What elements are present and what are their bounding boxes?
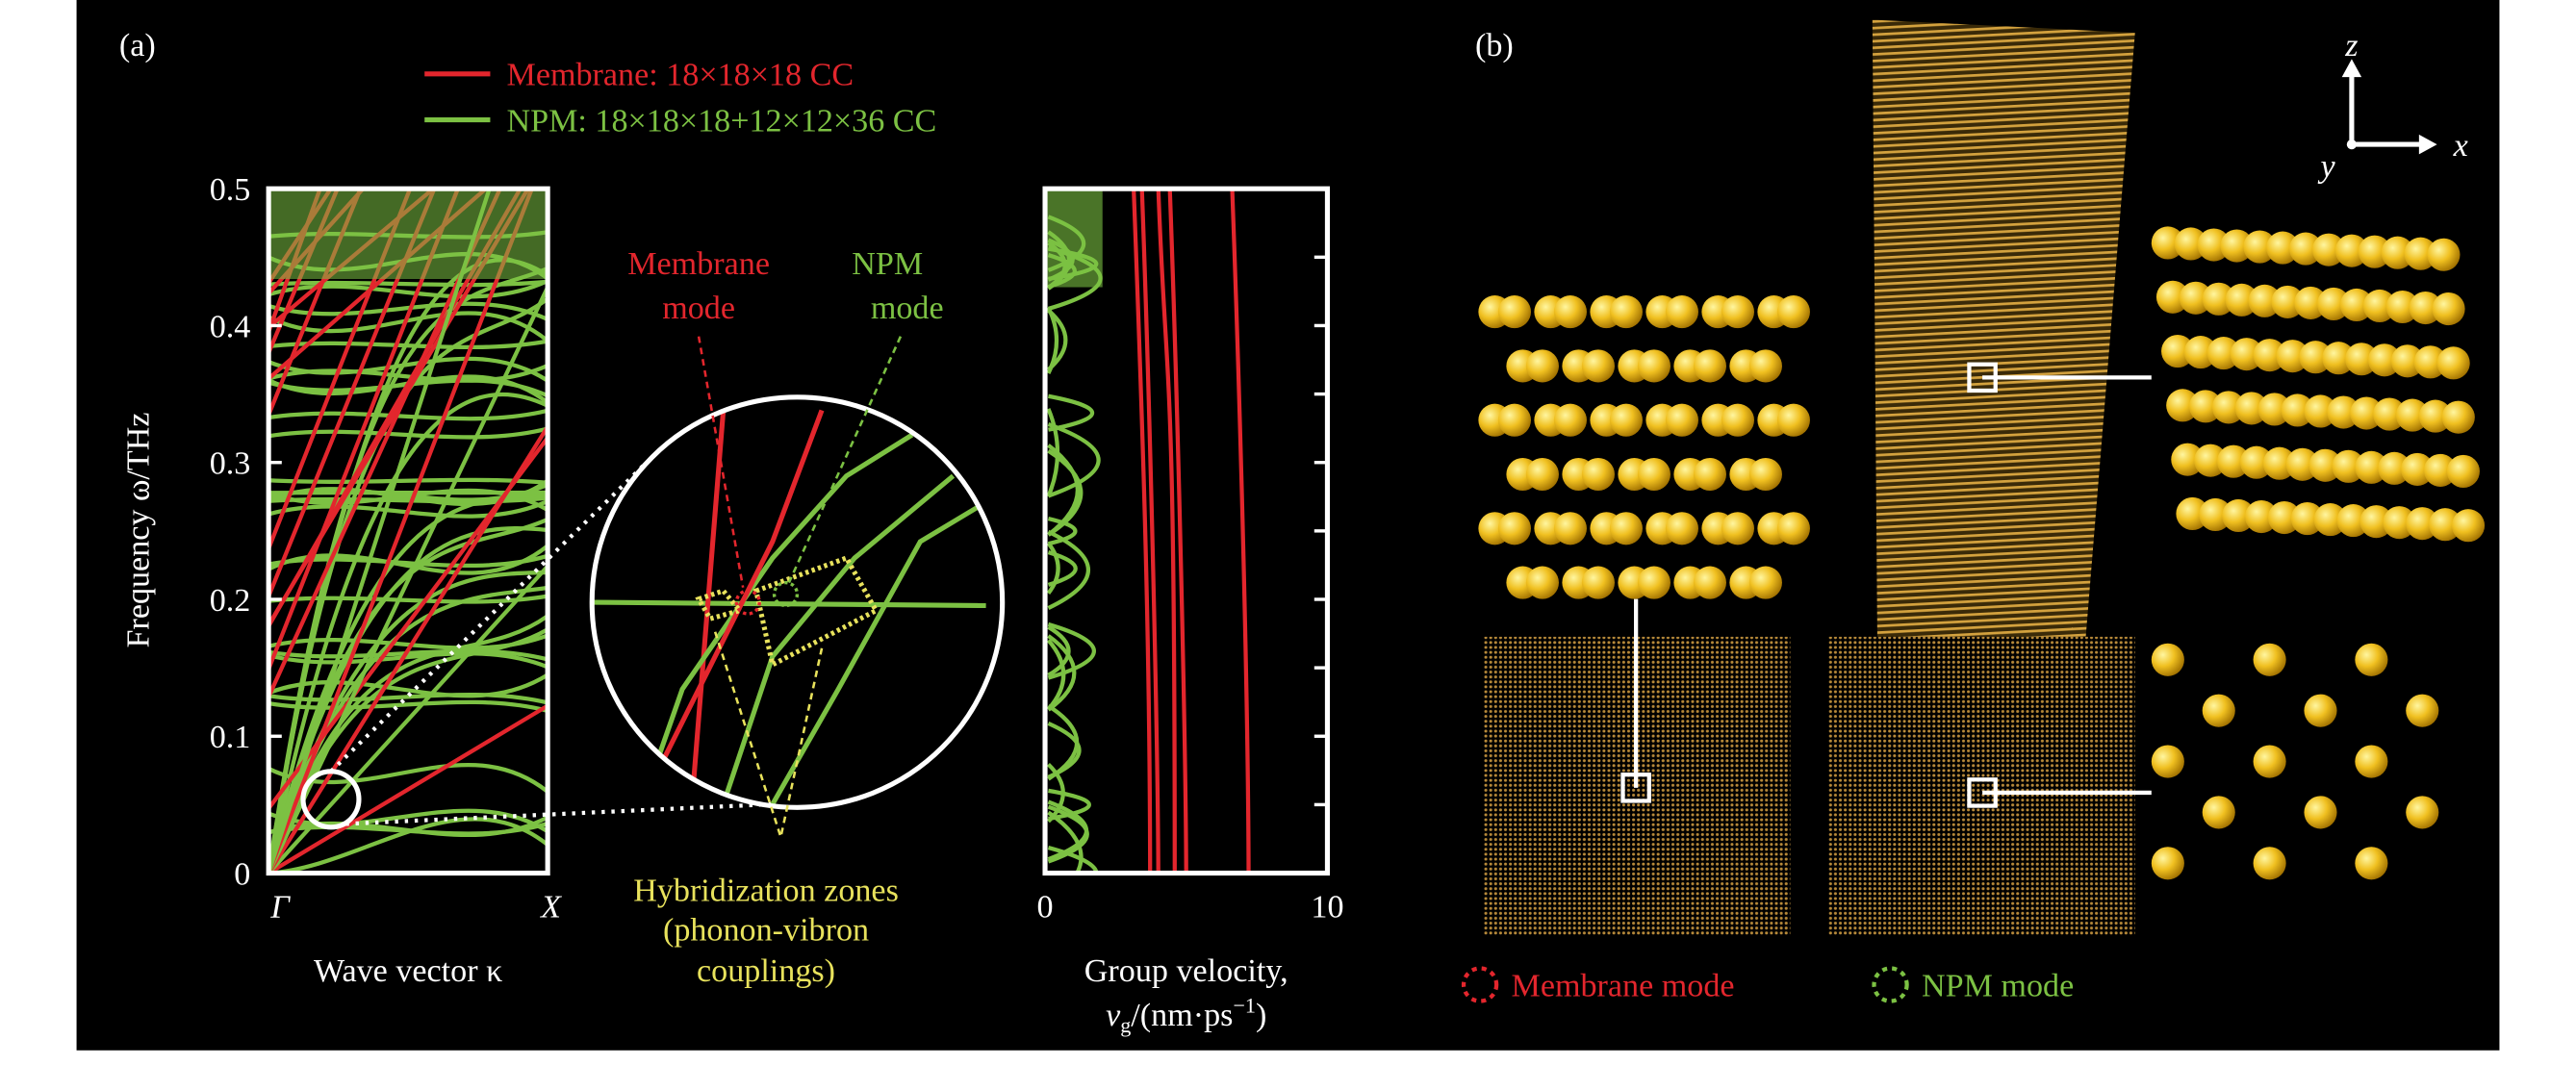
atom: [1610, 404, 1643, 437]
atom: [1694, 567, 1726, 599]
legend-text: NPM: 18×18×18+12×12×36 CC: [507, 103, 937, 139]
legend-text: Membrane mode: [1512, 968, 1735, 1003]
panel-label: (b): [1475, 28, 1514, 63]
atom: [2406, 796, 2438, 828]
atom: [2304, 796, 2336, 828]
atom: [2152, 847, 2184, 879]
atom: [1777, 295, 1810, 328]
x-tick-label: 10: [1311, 890, 1343, 926]
y-axis-label: Frequency ω/THz: [121, 412, 157, 647]
y-tick-label: 0.4: [210, 309, 251, 344]
axis-label: x: [2453, 128, 2468, 164]
unit: ): [1256, 998, 1266, 1033]
atom: [1722, 295, 1754, 328]
atom: [1498, 404, 1531, 437]
band: [268, 480, 548, 483]
atom: [1582, 349, 1615, 382]
annotation: mode: [662, 291, 735, 326]
velocity-block: [1045, 189, 1103, 287]
lattice: [1828, 637, 2135, 935]
annotation: Hybridization zones: [633, 874, 899, 909]
atom: [1610, 295, 1643, 328]
x-axis-label: Wave vector κ: [314, 953, 502, 989]
annotation: couplings): [697, 953, 835, 989]
atom: [2355, 644, 2387, 676]
atom: [2152, 745, 2184, 777]
superscript: −1: [1233, 994, 1256, 1018]
atom: [2427, 239, 2460, 271]
atom: [1498, 512, 1531, 545]
annotation: mode: [871, 291, 944, 326]
atom: [1582, 458, 1615, 491]
atom: [1638, 567, 1671, 599]
atom: [1554, 512, 1587, 545]
atom: [2452, 509, 2485, 542]
axis-label: y: [2318, 149, 2336, 185]
atom: [2433, 292, 2465, 325]
atom: [2447, 455, 2480, 488]
atom: [1498, 295, 1531, 328]
atom: [2254, 847, 2286, 879]
x-tick-label: Γ: [269, 890, 291, 926]
legend-text: NPM mode: [1922, 968, 2074, 1003]
y-tick-label: 0.2: [210, 583, 251, 619]
atom: [1694, 458, 1726, 491]
atom: [1526, 567, 1559, 599]
atom: [1694, 349, 1726, 382]
atom: [1666, 295, 1698, 328]
atom: [1749, 458, 1782, 491]
atom: [2254, 644, 2286, 676]
panel-label: (a): [119, 28, 156, 63]
atom: [1777, 512, 1810, 545]
axis-origin: [2347, 139, 2357, 149]
atom: [1666, 404, 1698, 437]
atom: [2203, 695, 2235, 727]
x-tick-label: X: [539, 890, 562, 926]
atom: [1610, 512, 1643, 545]
annotation: Membrane: [627, 246, 770, 282]
y-tick-label: 0.3: [210, 446, 251, 482]
x-axis-label: Group velocity,: [1084, 953, 1288, 989]
atom: [1777, 404, 1810, 437]
annotation: NPM: [852, 246, 923, 282]
unit: /(nm·ps: [1131, 998, 1233, 1033]
atom: [1554, 295, 1587, 328]
atom: [1638, 349, 1671, 382]
legend-text: Membrane: 18×18×18 CC: [507, 58, 854, 93]
annotation: (phonon-vibron: [663, 912, 869, 948]
atom: [1526, 458, 1559, 491]
atom: [2406, 695, 2438, 727]
background: [77, 0, 2500, 1051]
atom: [2304, 695, 2336, 727]
atom: [1554, 404, 1587, 437]
atom: [2442, 401, 2475, 434]
atom: [2152, 644, 2184, 676]
y-tick-label: 0.5: [210, 172, 251, 208]
atom: [2203, 796, 2235, 828]
band-block: [268, 189, 548, 279]
atom: [1638, 458, 1671, 491]
symbol: v: [1106, 998, 1121, 1033]
atom: [2437, 346, 2470, 379]
atom: [1722, 512, 1754, 545]
y-tick-label: 0: [234, 856, 250, 892]
atom: [1749, 349, 1782, 382]
atom: [1666, 512, 1698, 545]
atom: [1749, 567, 1782, 599]
y-tick-label: 0.1: [210, 720, 251, 755]
atom: [2355, 847, 2387, 879]
atom: [1526, 349, 1559, 382]
atom: [2355, 745, 2387, 777]
x-tick-label: 0: [1036, 890, 1053, 926]
atom: [1722, 404, 1754, 437]
atom: [2254, 745, 2286, 777]
subscript: g: [1120, 1013, 1131, 1037]
atom: [1582, 567, 1615, 599]
axis-label: z: [2344, 28, 2358, 63]
